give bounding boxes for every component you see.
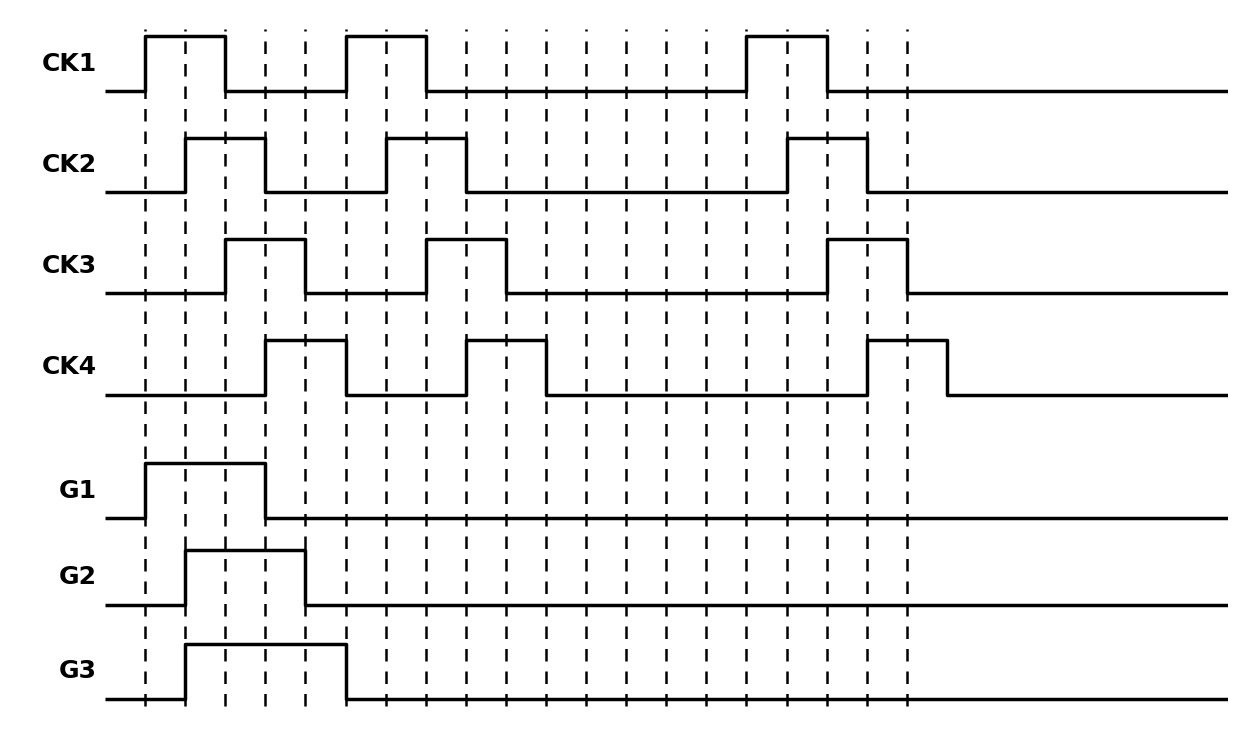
Text: G3: G3: [60, 659, 97, 684]
Text: CK1: CK1: [42, 51, 97, 76]
Text: G1: G1: [58, 478, 97, 503]
Text: CK4: CK4: [42, 356, 97, 379]
Text: CK2: CK2: [42, 153, 97, 177]
Text: CK3: CK3: [42, 254, 97, 278]
Text: G2: G2: [60, 565, 97, 589]
